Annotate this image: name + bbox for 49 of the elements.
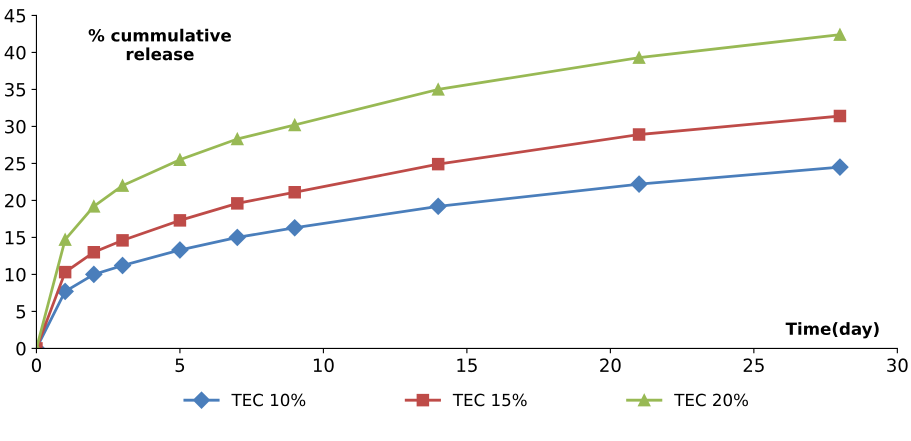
point bbox=[831, 158, 848, 176]
y-tick-label: 45 bbox=[4, 9, 26, 23]
point bbox=[632, 51, 646, 64]
legend-label: TEC 20% bbox=[674, 394, 748, 406]
y-tick-label: 20 bbox=[5, 194, 26, 208]
x-tick-label: 25 bbox=[744, 358, 764, 372]
point bbox=[432, 158, 444, 170]
y-tick-label: 15 bbox=[6, 231, 26, 245]
x-tick-label: 30 bbox=[887, 358, 908, 372]
point bbox=[288, 186, 301, 199]
point bbox=[58, 233, 72, 246]
point bbox=[834, 28, 846, 41]
point bbox=[174, 153, 186, 166]
point bbox=[288, 118, 301, 132]
point bbox=[56, 282, 74, 300]
point bbox=[85, 266, 102, 283]
point bbox=[632, 128, 646, 141]
x-axis-title: Time(day) bbox=[786, 322, 879, 338]
y-tick-label: 40 bbox=[4, 46, 26, 60]
point bbox=[116, 234, 129, 247]
y-tick-label: 0 bbox=[16, 342, 26, 356]
point bbox=[834, 110, 846, 122]
y-tick-label: 10 bbox=[6, 268, 26, 282]
point bbox=[116, 179, 129, 192]
legend-label: TEC 15% bbox=[452, 394, 527, 406]
point bbox=[432, 83, 444, 96]
x-tick-label: 15 bbox=[457, 358, 477, 372]
point bbox=[88, 200, 100, 213]
y-tick-label: 30 bbox=[5, 120, 26, 134]
y-tick-label: 25 bbox=[5, 156, 26, 171]
x-tick-label: 10 bbox=[314, 358, 334, 372]
x-tick-label: 20 bbox=[600, 358, 621, 372]
y-tick-label: 5 bbox=[16, 305, 26, 319]
point bbox=[430, 198, 447, 215]
point bbox=[174, 214, 186, 227]
x-tick-label: 0 bbox=[32, 358, 41, 372]
x-tick-label: 5 bbox=[176, 358, 184, 372]
point bbox=[228, 228, 246, 246]
point bbox=[231, 197, 244, 210]
legend-label: TEC 10% bbox=[231, 394, 306, 406]
point bbox=[88, 246, 100, 258]
point bbox=[114, 256, 132, 274]
point bbox=[630, 176, 648, 193]
point bbox=[58, 266, 72, 278]
point bbox=[231, 132, 244, 146]
y-tick-label: 35 bbox=[5, 82, 26, 97]
y-axis-title: % cummulative release bbox=[88, 28, 231, 60]
point bbox=[171, 241, 188, 259]
point bbox=[286, 219, 304, 236]
